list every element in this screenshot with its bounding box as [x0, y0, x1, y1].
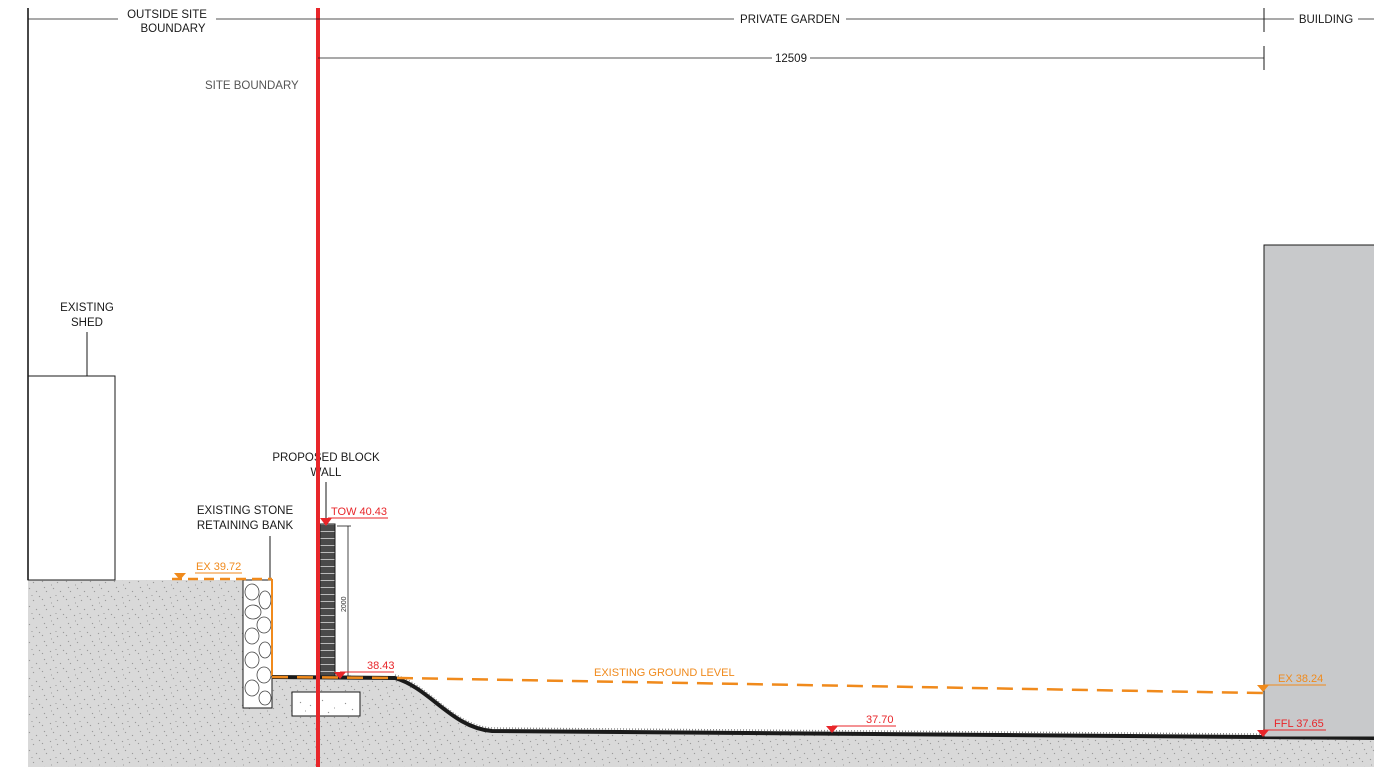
proposed-block-wall [319, 523, 336, 679]
grass-texture [394, 674, 1374, 736]
existing-stone-label-2: RETAINING BANK [197, 520, 294, 532]
mid-level: 37.70 [866, 714, 894, 726]
ex-right-marker [1257, 685, 1269, 692]
ffl-marker [1257, 730, 1269, 737]
outside-site-boundary-label-2: BOUNDARY [141, 23, 206, 35]
tow-marker [320, 518, 332, 526]
ground-fill [28, 580, 1374, 767]
footing-speckle [299, 699, 354, 714]
ffl-level: FFL 37.65 [1274, 718, 1324, 730]
stone-pattern [244, 583, 272, 706]
site-boundary-label: SITE BOUNDARY [205, 80, 299, 92]
mid-marker [826, 726, 838, 733]
building-label: BUILDING [1299, 14, 1353, 26]
existing-shed-label-1: EXISTING [60, 302, 114, 314]
outside-site-boundary-label-1: OUTSIDE SITE [127, 9, 207, 21]
dim-label-bg [772, 51, 810, 65]
wall-footing [291, 691, 361, 717]
ex-left-marker [174, 573, 186, 580]
step-level: 38.43 [367, 660, 395, 672]
building-block [1263, 244, 1374, 738]
existing-ground-label: EXISTING GROUND LEVEL [594, 667, 735, 679]
finished-ground-line [271, 675, 1374, 740]
proposed-wall-label-2: WALL [311, 467, 342, 479]
existing-shed [27, 375, 116, 581]
stone-retaining-bank [242, 579, 273, 709]
wall-height-label: 2000 [341, 596, 348, 612]
ex-right-level: EX 38.24 [1278, 673, 1323, 685]
existing-shed-label-2: SHED [71, 317, 103, 329]
private-garden-bg [734, 12, 846, 26]
building-label-bg [1294, 12, 1358, 26]
proposed-wall-label-1: PROPOSED BLOCK [272, 452, 380, 464]
ex-left-level: EX 39.72 [196, 561, 241, 573]
dimension-12509: 12509 [775, 53, 807, 65]
private-garden-label: PRIVATE GARDEN [740, 14, 840, 26]
tow-level: TOW 40.43 [331, 506, 387, 518]
outside-label-bg [118, 8, 216, 38]
existing-stone-label-1: EXISTING STONE [197, 505, 294, 517]
step-marker [334, 672, 346, 679]
existing-ground-line [271, 675, 1374, 697]
